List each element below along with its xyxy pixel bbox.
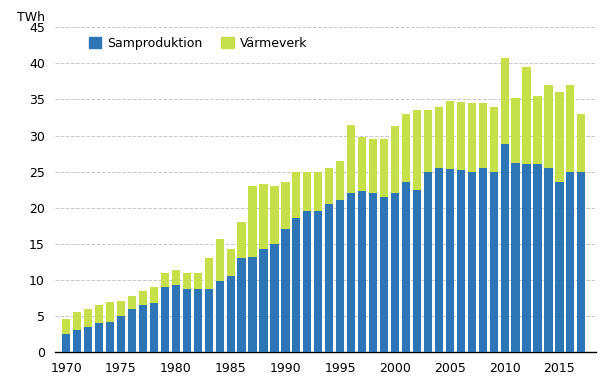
Bar [183,273,191,289]
Bar [435,107,443,168]
Bar [292,219,300,352]
Bar [435,168,443,352]
Bar [478,168,487,352]
Bar [446,169,454,352]
Bar [216,239,223,281]
Bar [204,289,213,352]
Bar [391,126,399,193]
Bar [347,193,356,352]
Bar [402,183,410,352]
Bar [106,322,114,352]
Bar [380,139,388,197]
Bar [193,273,202,289]
Bar [172,271,180,285]
Bar [303,172,311,211]
Bar [117,316,125,352]
Bar [84,326,92,352]
Bar [128,296,136,308]
Bar [106,302,114,322]
Bar [336,161,344,201]
Bar [336,201,344,352]
Bar [259,249,268,352]
Bar [545,85,553,168]
Bar [314,172,322,211]
Legend: Samproduktion, Värmeverk: Samproduktion, Värmeverk [88,37,308,50]
Bar [468,103,476,172]
Bar [424,110,432,172]
Bar [358,191,366,352]
Bar [238,222,246,258]
Bar [150,287,158,303]
Text: TWh: TWh [17,11,45,24]
Bar [73,330,81,352]
Bar [161,273,169,287]
Bar [534,164,542,352]
Bar [139,291,147,305]
Bar [270,244,279,352]
Bar [238,258,246,352]
Bar [511,163,519,352]
Bar [555,92,564,183]
Bar [489,172,498,352]
Bar [566,85,575,172]
Bar [62,334,71,352]
Bar [325,204,333,352]
Bar [468,172,476,352]
Bar [413,110,421,190]
Bar [84,308,92,326]
Bar [193,289,202,352]
Bar [216,281,223,352]
Bar [139,305,147,352]
Bar [413,190,421,352]
Bar [369,139,377,193]
Bar [566,172,575,352]
Bar [249,257,257,352]
Bar [150,303,158,352]
Bar [577,172,585,352]
Bar [227,276,235,352]
Bar [73,312,81,330]
Bar [391,193,399,352]
Bar [204,258,213,289]
Bar [95,323,103,352]
Bar [369,193,377,352]
Bar [347,125,356,193]
Bar [259,184,268,249]
Bar [183,289,191,352]
Bar [62,319,71,334]
Bar [478,103,487,168]
Bar [402,114,410,183]
Bar [424,172,432,352]
Bar [95,305,103,323]
Bar [457,170,465,352]
Bar [270,186,279,244]
Bar [523,164,530,352]
Bar [457,102,465,170]
Bar [161,287,169,352]
Bar [358,137,366,191]
Bar [281,229,290,352]
Bar [555,183,564,352]
Bar [249,186,257,257]
Bar [511,98,519,163]
Bar [281,183,290,229]
Bar [577,114,585,172]
Bar [325,168,333,204]
Bar [314,211,322,352]
Bar [489,107,498,172]
Bar [545,168,553,352]
Bar [500,144,509,352]
Bar [446,101,454,169]
Bar [227,249,235,276]
Bar [500,57,509,144]
Bar [292,172,300,219]
Bar [117,301,125,316]
Bar [523,67,530,164]
Bar [380,197,388,352]
Bar [128,308,136,352]
Bar [534,96,542,164]
Bar [172,285,180,352]
Bar [303,211,311,352]
